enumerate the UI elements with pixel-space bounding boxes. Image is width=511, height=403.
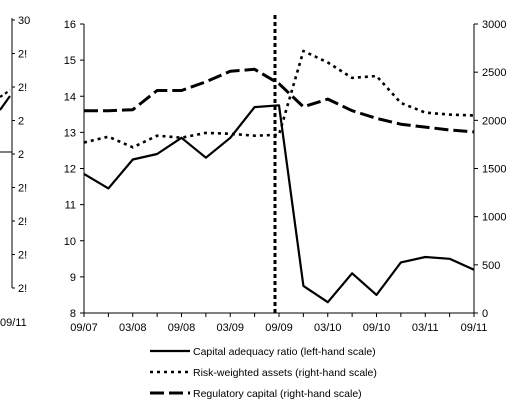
right-tick-label: 2000: [482, 115, 506, 127]
legend-label: Capital adequacy ratio (left-hand scale): [193, 346, 376, 358]
plot-area: 8 9 10 11 12 13 14 15 16 0 500 1000 1500 2000 2500 3000…: [64, 15, 506, 334]
fragment-tick-label: 2!: [18, 183, 27, 195]
right-tick-label: 1000: [482, 212, 506, 224]
fragment-tick-label: 2!: [18, 82, 27, 94]
series-line-solid: [83, 104, 475, 304]
fragment-series-line: [0, 89, 11, 98]
right-tick-label: 0: [482, 308, 488, 320]
left-tick-label: 16: [64, 19, 76, 31]
left-tick-label: 14: [64, 91, 76, 103]
right-tick-label: 3000: [482, 19, 506, 31]
x-tick-label: 03/11: [412, 322, 439, 334]
x-tick-label: 09/08: [168, 322, 196, 334]
fragment-tick-label: 2!: [18, 216, 27, 228]
x-tick-label: 03/10: [314, 322, 342, 334]
x-tick-label: 09/10: [363, 322, 391, 334]
right-tick-label: 2500: [482, 67, 506, 79]
fragment-series-line: [0, 95, 11, 111]
right-tick-label: 1500: [482, 164, 506, 176]
left-cropped-chart-fragment: 30 2! 2! 2 2 2! 2! 2! 2! 09/11: [0, 15, 30, 329]
x-tick-label: 03/09: [216, 322, 244, 334]
legend-label: Regulatory capital (right-hand scale): [193, 388, 362, 400]
left-tick-label: 15: [64, 55, 76, 67]
left-tick-label: 13: [64, 127, 76, 139]
fragment-tick-label: 2!: [18, 283, 27, 295]
fragment-tick-label: 2!: [18, 49, 27, 61]
legend-label: Risk-weighted assets (right-hand scale): [193, 367, 377, 379]
x-tick-label: 09/11: [461, 322, 488, 334]
left-tick-label: 9: [70, 272, 76, 284]
left-tick-label: 10: [64, 236, 76, 248]
fragment-tick-label: 2: [18, 149, 24, 161]
fragment-tick-label: 2: [18, 116, 24, 128]
series-line-dotted: [83, 49, 475, 149]
series-line-dashed: [84, 67, 475, 134]
fragment-tick-label: 2!: [18, 250, 27, 262]
fragment-x-tick-label: 09/11: [0, 317, 27, 329]
x-tick-label: 03/08: [119, 322, 147, 334]
left-tick-label: 12: [64, 164, 76, 176]
left-tick-label: 11: [65, 200, 76, 212]
left-tick-label: 8: [70, 308, 76, 320]
legend: Capital adequacy ratio (left-hand scale)…: [150, 346, 377, 400]
x-tick-label: 09/07: [70, 322, 98, 334]
fragment-tick-label: 30: [18, 15, 30, 27]
x-tick-label: 09/09: [265, 322, 293, 334]
right-tick-label: 500: [482, 260, 500, 272]
